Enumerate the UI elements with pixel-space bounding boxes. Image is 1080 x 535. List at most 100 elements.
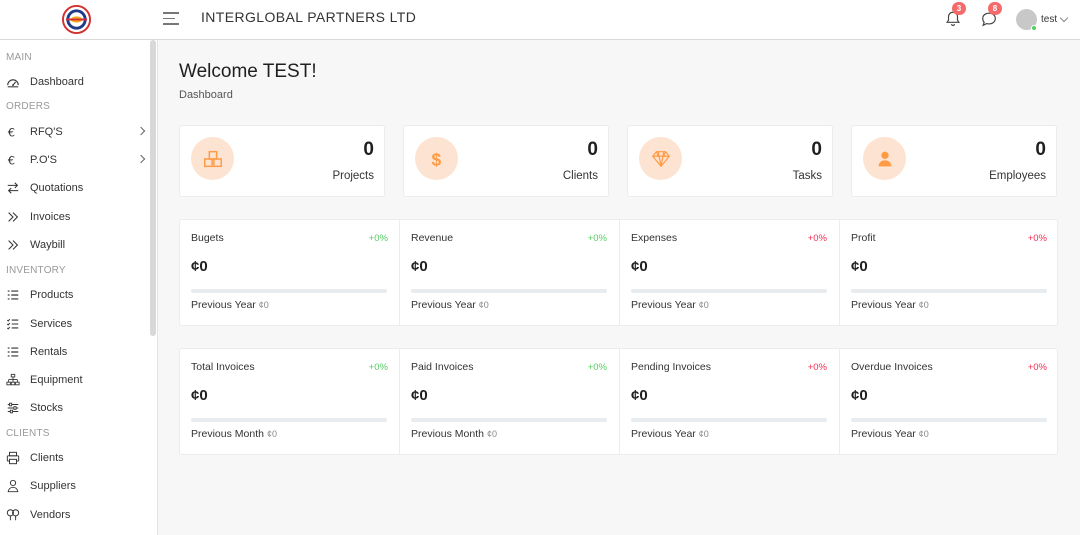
diamond-icon [651, 150, 670, 167]
card-amount: ¢0 [851, 258, 868, 275]
previous-label: Previous Month [191, 428, 264, 440]
card-amount: ¢0 [191, 258, 208, 275]
previous-value: ¢0 [918, 300, 929, 310]
finance-card-expenses: Expenses +0% ¢0 Previous Year ¢0 [619, 220, 839, 325]
card-amount: ¢0 [411, 258, 428, 275]
sidebar-item-invoices[interactable]: Invoices [6, 207, 151, 227]
previous-value: ¢0 [698, 300, 709, 310]
stat-card-employees[interactable]: 0 Employees [851, 125, 1057, 197]
percent-change: +0% [1027, 233, 1047, 244]
list-icon [7, 347, 19, 357]
card-title: Total Invoices [191, 361, 255, 373]
previous-period: Previous Year ¢0 [851, 299, 929, 311]
stat-icon-circle [639, 137, 682, 180]
stat-value: 0 [587, 139, 598, 160]
sidebar-item-dashboard[interactable]: Dashboard [6, 72, 151, 92]
previous-value: ¢0 [478, 300, 489, 310]
sidebar-item-waybill[interactable]: Waybill [6, 235, 151, 255]
stat-label: Clients [562, 170, 598, 182]
sidebar-item-vendors[interactable]: Vendors [6, 505, 151, 525]
stat-label: Employees [989, 170, 1046, 182]
notifications-badge: 3 [952, 2, 966, 15]
invoice-card-paid: Paid Invoices +0% ¢0 Previous Month ¢0 [399, 349, 619, 454]
user-gear-icon [7, 479, 19, 493]
card-title: Pending Invoices [631, 361, 711, 373]
card-title: Paid Invoices [411, 361, 474, 373]
previous-value: ¢0 [918, 429, 929, 439]
messages-button[interactable]: 8 [980, 2, 1002, 28]
stat-icon-circle: $ [415, 137, 458, 180]
sidebar-scrollbar[interactable] [150, 40, 156, 336]
card-amount: ¢0 [411, 387, 428, 404]
sidebar-item-products[interactable]: Products [6, 285, 151, 305]
menu-toggle-button[interactable] [163, 12, 179, 26]
stat-icon-circle [191, 137, 234, 180]
previous-label: Previous Year [851, 299, 916, 311]
euro-icon: € [8, 153, 15, 167]
card-title: Profit [851, 232, 876, 244]
previous-period: Previous Month ¢0 [191, 428, 277, 440]
sliders-icon [7, 402, 19, 414]
svg-text:€: € [8, 153, 15, 167]
percent-change: +0% [368, 362, 388, 373]
percent-change: +0% [1027, 362, 1047, 373]
stat-card-clients[interactable]: $ 0 Clients [403, 125, 609, 197]
dashboard-icon [7, 79, 19, 88]
sidebar-item-rfqs[interactable]: € RFQ'S [6, 122, 151, 142]
user-menu[interactable]: test [1016, 8, 1069, 31]
notifications-button[interactable]: 3 [944, 2, 966, 28]
chevron-right-icon [136, 154, 146, 164]
user-icon [878, 151, 891, 166]
top-header: INTERGLOBAL PARTNERS LTD 3 8 test [0, 0, 1080, 40]
double-chevron-icon [8, 212, 19, 222]
invoice-card-total: Total Invoices +0% ¢0 Previous Month ¢0 [180, 349, 400, 454]
sidebar-item-suppliers[interactable]: Suppliers [6, 476, 151, 496]
card-amount: ¢0 [631, 258, 648, 275]
user-name: test [1041, 13, 1058, 25]
section-orders: ORDERS [6, 101, 50, 112]
progress-bar [631, 289, 827, 293]
finance-summary-row: Bugets +0% ¢0 Previous Year ¢0 Revenue +0… [179, 219, 1058, 326]
online-status-dot [1031, 24, 1037, 31]
double-chevron-icon [8, 240, 19, 250]
card-title: Overdue Invoices [851, 361, 933, 373]
stat-label: Tasks [792, 170, 822, 182]
card-title: Revenue [411, 232, 454, 244]
section-main: MAIN [6, 52, 32, 63]
checklist-icon [6, 318, 19, 330]
progress-bar [631, 418, 827, 422]
avatar [1016, 8, 1037, 31]
stat-card-projects[interactable]: 0 Projects [179, 125, 385, 197]
sidebar-item-services[interactable]: Services [6, 314, 151, 334]
sidebar-item-label: P.O'S [30, 154, 57, 166]
previous-period: Previous Year ¢0 [411, 299, 489, 311]
sidebar-item-label: Quotations [30, 182, 84, 194]
sidebar-item-label: Services [30, 318, 73, 330]
previous-value: ¢0 [258, 300, 269, 310]
sidebar-item-label: Waybill [30, 239, 66, 251]
company-logo[interactable] [62, 5, 91, 34]
sidebar-item-equipment[interactable]: Equipment [6, 370, 151, 390]
euro-icon: € [8, 125, 15, 139]
chevron-right-icon [136, 126, 146, 136]
sidebar-item-label: Clients [30, 452, 64, 464]
finance-card-profit: Profit +0% ¢0 Previous Year ¢0 [839, 220, 1059, 325]
sidebar-item-label: Suppliers [30, 480, 76, 492]
sidebar-item-clients[interactable]: Clients [6, 448, 151, 468]
sidebar-item-rentals[interactable]: Rentals [6, 342, 151, 362]
printer-icon [6, 451, 20, 465]
sidebar-item-pos[interactable]: € P.O'S [6, 150, 151, 170]
breadcrumb: Dashboard [179, 89, 233, 101]
svg-text:$: $ [431, 149, 441, 169]
stat-card-tasks[interactable]: 0 Tasks [627, 125, 833, 197]
progress-bar [851, 289, 1047, 293]
previous-label: Previous Year [851, 428, 916, 440]
exchange-icon [7, 182, 19, 194]
sidebar-item-label: Vendors [30, 509, 71, 521]
sidebar-item-quotations[interactable]: Quotations [6, 178, 151, 198]
percent-change: +0% [368, 233, 388, 244]
section-clients: CLIENTS [6, 428, 50, 439]
stat-value: 0 [363, 139, 374, 160]
svg-text:€: € [8, 125, 15, 139]
sidebar-item-stocks[interactable]: Stocks [6, 398, 151, 418]
